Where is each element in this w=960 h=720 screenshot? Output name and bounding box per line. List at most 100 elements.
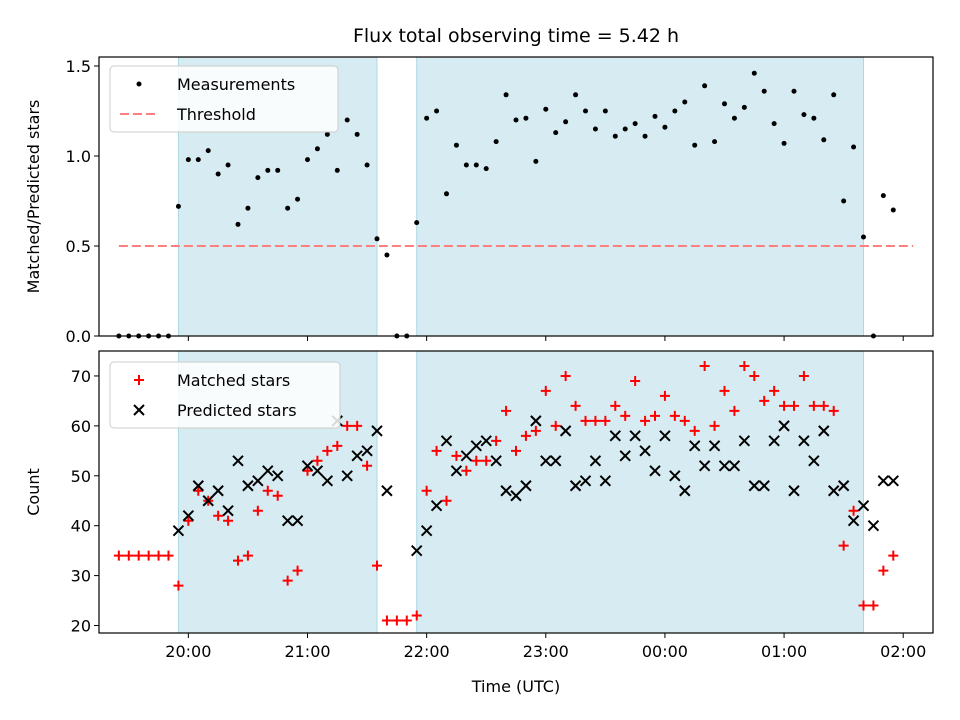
legend-label: Matched stars	[177, 371, 290, 390]
matched-point	[372, 560, 382, 571]
matched-point	[570, 400, 581, 411]
count-panel: 20 30 40 50 60 70 20:00 21:00 22:00 23:00 00:00 01:…	[24, 350, 934, 696]
matched-point	[292, 565, 303, 576]
x-tick-label: 00:00	[642, 642, 688, 661]
predicted-point	[818, 425, 830, 437]
predicted-point	[659, 430, 671, 442]
predicted-point	[629, 430, 641, 442]
x-axis-label: Time (UTC)	[471, 677, 560, 696]
matched-point	[233, 555, 243, 566]
matched-point	[630, 375, 641, 386]
legend-label: Predicted stars	[177, 401, 297, 420]
measurement-point	[295, 196, 301, 202]
predicted-point	[460, 450, 473, 462]
measurement-point	[424, 115, 430, 121]
legend-marker	[133, 404, 145, 416]
matched-point	[689, 425, 700, 436]
predicted-point	[718, 460, 731, 472]
measurement-point	[324, 131, 330, 137]
measurement-point	[821, 137, 827, 143]
matched-point	[451, 450, 462, 461]
predicted-point	[559, 425, 572, 437]
matched-point	[759, 395, 770, 406]
y-tick-label: 20	[71, 617, 91, 636]
matched-point	[669, 410, 680, 421]
predicted-point	[510, 490, 522, 502]
matched-point	[848, 505, 859, 516]
predicted-point	[808, 455, 820, 467]
predicted-point	[470, 440, 482, 452]
predicted-point	[788, 485, 800, 497]
predicted-point	[758, 480, 770, 492]
measurement-point	[493, 139, 499, 145]
legend-box	[109, 65, 339, 133]
predicted-point	[689, 440, 701, 452]
predicted-point	[708, 440, 721, 452]
predicted-point	[172, 524, 185, 537]
measurement-point	[483, 166, 489, 172]
measurement-point	[533, 158, 539, 164]
predicted-point	[202, 495, 214, 507]
legend: Measurements Threshold	[109, 65, 339, 133]
predicted-point	[679, 485, 691, 497]
predicted-point	[649, 465, 661, 477]
predicted-point	[272, 470, 284, 482]
predicted-point	[569, 480, 582, 492]
predicted-point	[341, 470, 353, 482]
measurement-point	[880, 193, 886, 199]
y-tick-label: 70	[71, 367, 91, 386]
matched-point	[153, 550, 164, 561]
matched-point	[729, 405, 740, 416]
predicted-point	[619, 450, 631, 462]
predicted-point	[798, 435, 810, 447]
matched-point	[580, 415, 591, 426]
measurement-point	[692, 142, 698, 148]
predicted-point	[420, 524, 433, 537]
measurement-point	[801, 112, 807, 118]
matched-point	[659, 390, 670, 401]
matched-point	[342, 420, 353, 431]
matched-point	[530, 425, 541, 436]
predicted-point	[450, 465, 463, 477]
legend-marker	[134, 375, 144, 385]
measurement-point	[334, 167, 340, 173]
matched-point	[113, 550, 124, 561]
measurement-point	[741, 104, 747, 110]
predicted-point	[262, 465, 274, 477]
measurement-point	[235, 221, 241, 227]
measurement-point	[344, 117, 350, 123]
measurement-point	[731, 115, 737, 121]
y-tick-label: 30	[71, 567, 91, 586]
matched-point	[520, 430, 531, 441]
matched-point	[441, 495, 452, 506]
predicted-point	[381, 485, 393, 497]
predicted-point	[639, 445, 651, 457]
matched-point	[173, 580, 184, 591]
y-tick-label: 1.0	[66, 147, 91, 166]
predicted-point	[301, 460, 314, 472]
measurement-point	[722, 101, 727, 107]
matched-point	[401, 615, 412, 626]
matched-point	[193, 485, 204, 496]
matched-point	[213, 510, 224, 521]
matched-point	[332, 440, 343, 451]
measurement-point	[473, 162, 479, 168]
y-tick-label: 1.5	[66, 57, 91, 76]
matched-point	[640, 415, 651, 426]
matched-point	[838, 540, 849, 551]
matched-point	[312, 455, 323, 466]
matched-point	[779, 400, 790, 411]
legend-box	[109, 361, 341, 429]
matched-point	[769, 385, 780, 396]
predicted-point	[222, 505, 234, 517]
measurement-point	[841, 198, 847, 204]
measurement-point	[374, 236, 380, 242]
measurement-point	[811, 115, 817, 121]
measurement-point	[215, 171, 221, 177]
matched-point	[709, 420, 720, 431]
measurement-point	[255, 175, 261, 181]
measurement-point	[503, 92, 509, 98]
measurement-point	[791, 88, 797, 94]
measurement-point	[434, 108, 440, 114]
